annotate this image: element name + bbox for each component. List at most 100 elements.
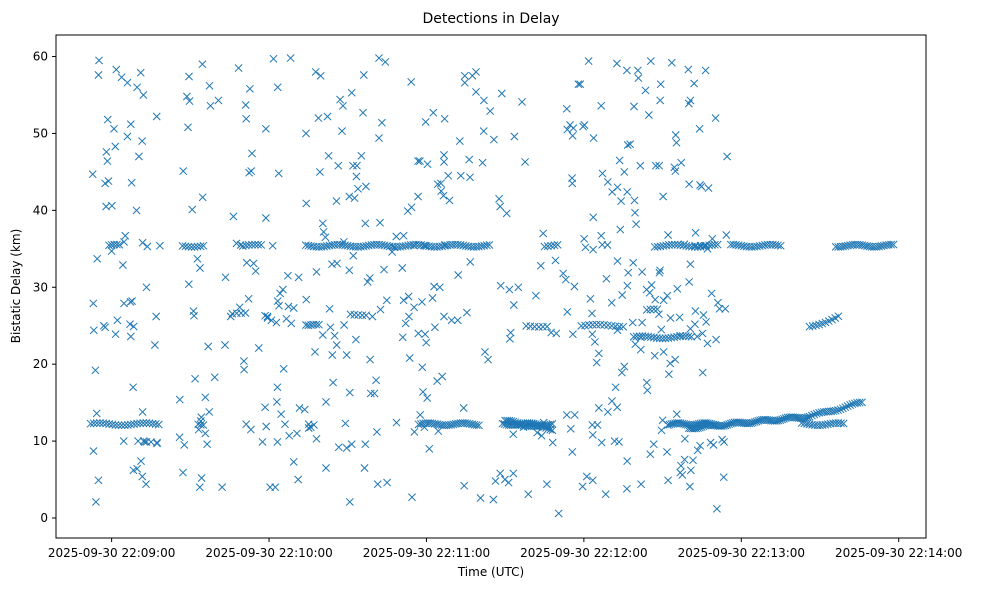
data-point — [667, 58, 676, 67]
data-point — [359, 71, 368, 79]
data-point — [603, 241, 612, 249]
data-point — [152, 312, 161, 321]
data-point — [392, 418, 401, 427]
data-point — [323, 112, 332, 121]
data-point — [562, 410, 571, 419]
data-point — [466, 173, 474, 182]
data-point — [244, 241, 253, 249]
data-point — [110, 124, 118, 133]
data-point — [481, 347, 489, 356]
data-point — [666, 314, 675, 322]
data-point — [414, 157, 423, 166]
data-point — [686, 466, 695, 475]
data-point — [598, 169, 607, 178]
data-point — [631, 208, 639, 217]
data-point — [276, 289, 285, 298]
data-point — [671, 167, 680, 176]
data-point — [805, 412, 814, 421]
data-point — [472, 421, 481, 430]
x-tick-label: 2025-09-30 22:09:00 — [48, 546, 175, 560]
data-point — [345, 497, 354, 506]
data-point — [588, 320, 597, 329]
data-point — [698, 329, 707, 338]
data-point — [618, 291, 627, 299]
data-point — [334, 161, 343, 170]
y-tick-label: 60 — [33, 50, 48, 64]
y-tick-label: 50 — [33, 126, 48, 140]
data-point — [646, 57, 655, 66]
data-point — [611, 383, 620, 392]
data-point — [491, 477, 500, 486]
data-point — [132, 206, 141, 215]
data-point — [678, 470, 687, 479]
data-point — [600, 320, 609, 329]
data-point — [551, 256, 560, 265]
data-point — [111, 420, 120, 429]
data-point — [92, 419, 101, 428]
data-point — [437, 187, 446, 196]
data-point — [136, 68, 145, 77]
data-point — [383, 478, 392, 487]
data-point — [623, 141, 632, 149]
data-point — [295, 404, 304, 412]
data-point — [92, 409, 101, 418]
data-point — [382, 296, 391, 305]
data-point — [175, 395, 184, 404]
data-point — [318, 219, 327, 228]
data-point — [182, 92, 191, 101]
data-point — [713, 298, 722, 307]
data-point — [404, 312, 413, 321]
data-point — [300, 405, 309, 414]
data-point — [370, 389, 379, 398]
data-point — [563, 125, 572, 134]
data-point — [321, 233, 330, 242]
data-point — [656, 80, 665, 89]
data-point — [588, 309, 596, 318]
data-point — [709, 440, 718, 449]
data-point — [597, 438, 606, 447]
data-point — [623, 187, 632, 196]
data-point — [615, 156, 624, 165]
data-point — [326, 323, 335, 332]
data-point — [592, 358, 601, 367]
data-point — [126, 320, 134, 329]
data-point — [404, 292, 413, 301]
data-point — [91, 366, 100, 375]
data-point — [334, 443, 343, 452]
data-point — [542, 480, 551, 489]
y-tick-label: 30 — [33, 280, 48, 294]
data-point — [342, 351, 351, 359]
x-axis: 2025-09-30 22:09:00 2025-09-30 22:10:00 20… — [48, 538, 962, 560]
data-point — [284, 302, 293, 311]
data-point — [638, 267, 647, 276]
data-point — [120, 237, 128, 246]
data-point — [629, 258, 638, 267]
x-axis-label: Time (UTC) — [457, 565, 524, 579]
data-point — [93, 254, 102, 263]
data-point — [107, 247, 116, 256]
data-point — [607, 397, 616, 406]
data-point — [155, 241, 164, 250]
data-point — [133, 419, 142, 428]
data-point — [672, 410, 681, 419]
data-point — [803, 413, 812, 422]
data-point — [342, 444, 351, 452]
data-point — [175, 433, 184, 442]
data-point — [655, 161, 664, 170]
data-point — [607, 321, 616, 330]
data-point — [232, 239, 241, 248]
data-point — [358, 311, 367, 320]
data-point — [362, 311, 371, 320]
data-point — [570, 282, 579, 291]
data-point — [472, 67, 480, 76]
data-point — [429, 108, 438, 117]
data-point — [686, 260, 695, 269]
data-point — [675, 332, 684, 341]
data-point — [438, 372, 447, 381]
data-point — [407, 77, 416, 86]
data-point — [257, 240, 266, 249]
data-point — [689, 456, 697, 465]
data-point — [808, 322, 817, 330]
data-point — [623, 281, 632, 290]
data-point — [332, 341, 341, 349]
